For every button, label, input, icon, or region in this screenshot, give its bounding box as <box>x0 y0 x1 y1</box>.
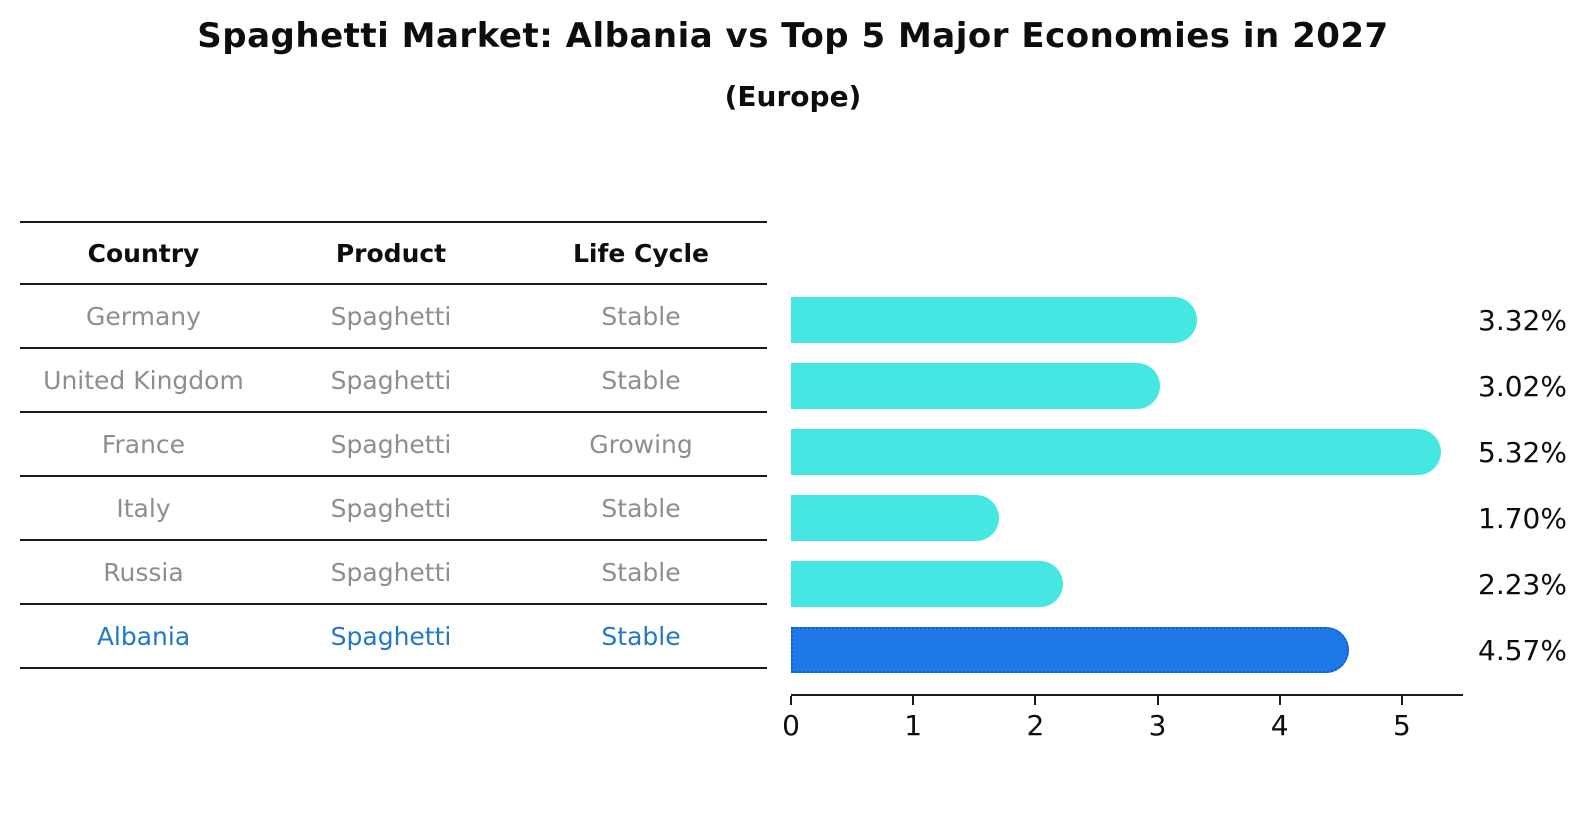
x-axis-tick-label: 4 <box>1270 709 1289 742</box>
bar-france <box>791 429 1441 475</box>
x-axis-tick-label: 0 <box>782 709 800 742</box>
value-label-russia: 2.23% <box>1478 567 1567 601</box>
bar-slot <box>791 617 1463 683</box>
table-header-row: Country Product Life Cycle <box>20 221 767 285</box>
x-axis-line <box>791 694 1463 696</box>
table-row-albania: Albania Spaghetti Stable <box>20 605 767 669</box>
table-row-germany: Germany Spaghetti Stable <box>20 285 767 349</box>
bar-slot <box>791 287 1463 353</box>
cell-life-cycle: Stable <box>601 301 681 331</box>
value-label-france: 5.32% <box>1478 435 1567 469</box>
table-row-russia: Russia Spaghetti Stable <box>20 541 767 605</box>
cell-product: Spaghetti <box>330 557 452 587</box>
table-row-france: France Spaghetti Growing <box>20 413 767 477</box>
cell-life-cycle: Stable <box>601 493 681 523</box>
bar-slot <box>791 419 1463 485</box>
bar-albania <box>791 627 1350 673</box>
bar-germany <box>791 297 1197 343</box>
x-axis-tick <box>1034 696 1037 705</box>
cell-life-cycle: Stable <box>601 365 681 395</box>
bar-slot <box>791 551 1463 617</box>
column-header-product: Product <box>335 238 447 268</box>
x-axis-tick <box>790 696 792 705</box>
x-axis-tick-label: 1 <box>904 709 923 742</box>
cell-country: Germany <box>86 301 201 331</box>
value-label-germany: 3.32% <box>1478 303 1567 337</box>
cell-country: Albania <box>96 621 191 651</box>
x-axis-tick-label: 2 <box>1026 709 1045 742</box>
country-table: Country Product Life Cycle Germany Spagh… <box>20 221 767 669</box>
cell-product: Spaghetti <box>330 621 452 651</box>
cell-life-cycle: Stable <box>601 557 681 587</box>
value-label-albania: 4.57% <box>1478 633 1567 667</box>
cell-country: United Kingdom <box>43 365 244 395</box>
cell-product: Spaghetti <box>330 301 452 331</box>
x-axis-tick-label: 3 <box>1148 709 1167 742</box>
column-header-life-cycle: Life Cycle <box>572 238 710 268</box>
bar-slot <box>791 485 1463 551</box>
value-label-italy: 1.70% <box>1478 501 1567 535</box>
value-label-column: 3.32% 3.02% 5.32% 1.70% 2.23% 4.57% <box>1478 287 1586 683</box>
table-row-italy: Italy Spaghetti Stable <box>20 477 767 541</box>
cell-product: Spaghetti <box>330 429 452 459</box>
bar-russia <box>791 561 1064 607</box>
x-axis-tick <box>1400 696 1403 705</box>
bar-italy <box>791 495 999 541</box>
page-subtitle: (Europe) <box>724 80 862 113</box>
table-row-united-kingdom: United Kingdom Spaghetti Stable <box>20 349 767 413</box>
column-header-country: Country <box>87 238 200 268</box>
x-axis-tick <box>1278 696 1281 705</box>
bar-united-kingdom <box>791 363 1160 409</box>
cell-country: France <box>101 429 186 459</box>
cell-life-cycle: Stable <box>601 621 681 651</box>
value-label-united-kingdom: 3.02% <box>1478 369 1567 403</box>
bar-chart <box>791 287 1463 683</box>
cell-product: Spaghetti <box>330 365 452 395</box>
x-axis-tick-label: 5 <box>1392 709 1411 742</box>
x-axis-tick <box>912 696 915 705</box>
cell-country: Russia <box>103 557 184 587</box>
page-title: Spaghetti Market: Albania vs Top 5 Major… <box>197 16 1389 56</box>
cell-country: Italy <box>116 493 171 523</box>
cell-life-cycle: Growing <box>589 429 693 459</box>
x-axis: 0 1 2 3 4 5 <box>782 694 1463 754</box>
cell-product: Spaghetti <box>330 493 452 523</box>
bar-slot <box>791 353 1463 419</box>
x-axis-tick <box>1156 696 1159 705</box>
